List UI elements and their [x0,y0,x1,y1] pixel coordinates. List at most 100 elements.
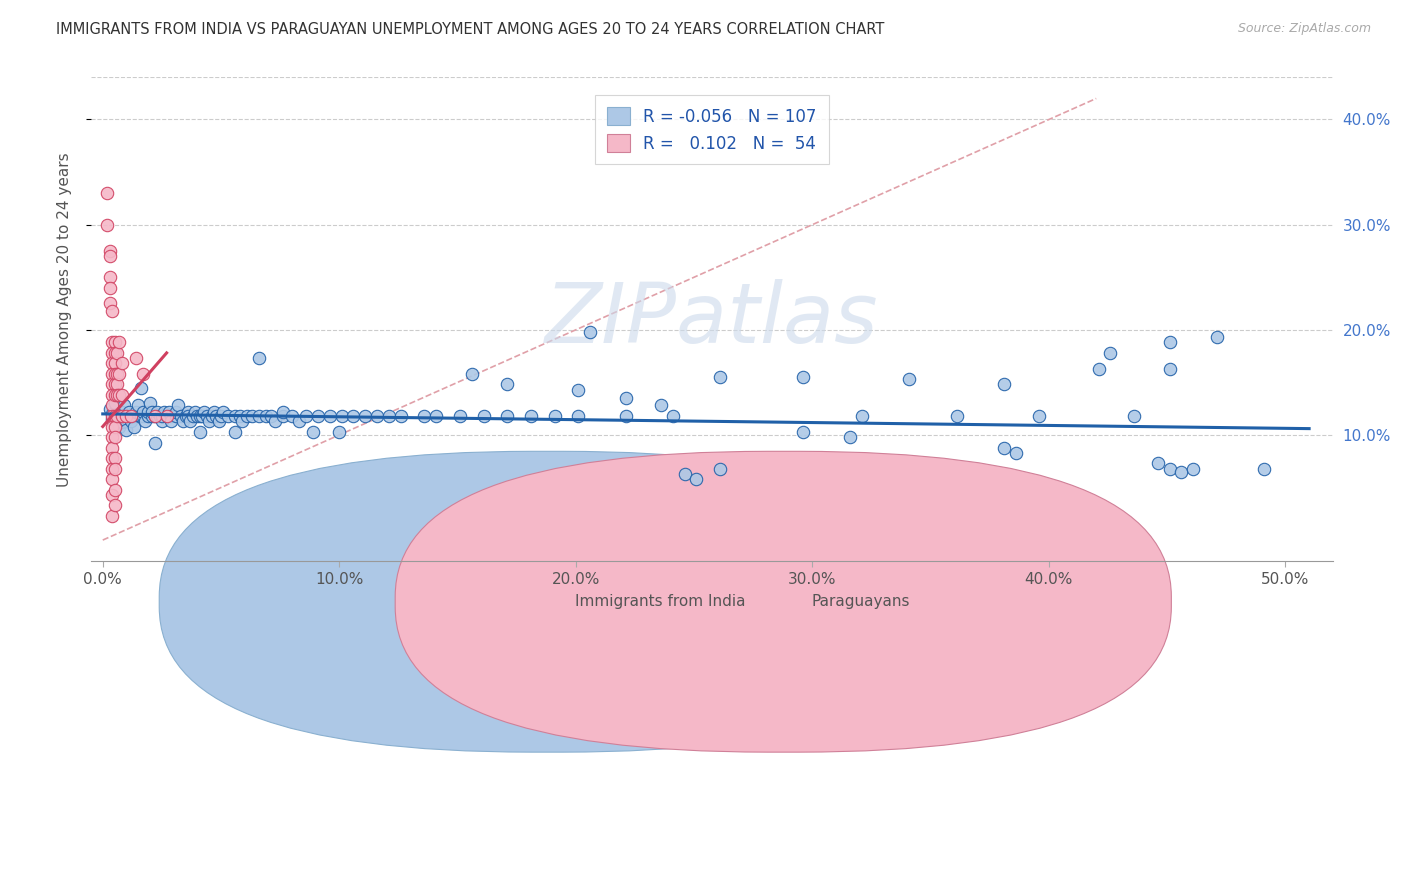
Point [101,346,124,360]
Point [125,351,148,366]
Point [115,423,138,437]
Point [195,409,218,423]
Point [328,425,350,439]
Point [101,367,124,381]
Point [103,335,125,350]
Point [1004,446,1026,460]
Point [108,409,131,423]
Point [567,409,589,423]
Point [141,405,163,419]
Point [132,367,155,381]
Point [103,346,125,360]
Point [172,414,194,428]
Point [229,409,252,423]
Point [170,409,193,423]
Point [247,409,270,423]
Point [120,414,142,428]
Point [103,499,125,513]
Point [319,409,342,423]
Point [1087,361,1109,376]
Point [101,407,124,421]
Point [129,409,152,423]
Point [101,388,124,402]
Point [148,409,170,423]
Point [101,508,124,523]
Point [191,409,214,423]
Point [101,377,124,392]
Y-axis label: Unemployment Among Ages 20 to 24 years: Unemployment Among Ages 20 to 24 years [58,152,72,486]
Legend: R = -0.056   N = 107, R =   0.102   N =  54: R = -0.056 N = 107, R = 0.102 N = 54 [595,95,828,164]
Point [792,370,814,384]
Point [156,409,179,423]
Point [472,409,495,423]
Point [496,377,519,392]
Point [98,249,121,263]
Point [945,409,967,423]
Point [101,356,124,370]
Point [461,367,484,381]
Point [579,325,602,339]
Point [212,405,235,419]
Text: Immigrants from India: Immigrants from India [575,594,745,608]
Point [543,409,565,423]
Point [202,405,225,419]
Point [105,367,128,381]
Point [342,409,364,423]
Point [271,409,294,423]
Point [898,372,921,386]
Point [141,409,163,423]
Point [136,405,159,419]
Point [103,419,125,434]
Point [98,244,121,258]
Point [389,409,412,423]
Point [366,409,388,423]
Point [685,472,707,486]
Point [709,370,731,384]
Point [98,281,121,295]
Point [425,409,447,423]
Point [96,218,118,232]
Point [105,377,128,392]
Point [118,409,141,423]
Point [1159,461,1181,475]
Point [264,414,287,428]
Point [111,405,134,419]
Point [307,409,329,423]
Point [108,367,131,381]
Point [205,409,228,423]
Point [1159,335,1181,350]
Point [1182,461,1205,475]
Point [101,441,124,455]
Point [153,405,176,419]
Point [188,409,211,423]
Text: ZIPatlas: ZIPatlas [546,279,879,359]
Point [177,409,200,423]
Point [143,409,166,423]
Point [111,409,134,423]
Point [1253,461,1275,475]
Point [520,409,543,423]
Point [111,356,134,370]
Point [105,409,128,423]
Point [103,430,125,444]
Point [103,377,125,392]
Point [105,388,128,402]
Point [134,414,156,428]
Point [188,425,211,439]
Point [177,405,200,419]
Point [108,335,131,350]
Point [101,419,124,434]
Point [98,296,121,310]
Point [108,419,131,434]
Point [174,409,197,423]
Point [179,414,201,428]
FancyBboxPatch shape [395,451,1171,752]
Point [150,414,173,428]
Point [103,356,125,370]
Point [295,409,318,423]
Point [650,399,672,413]
Point [120,409,142,423]
Point [112,399,135,413]
Point [254,409,277,423]
Point [112,409,135,423]
